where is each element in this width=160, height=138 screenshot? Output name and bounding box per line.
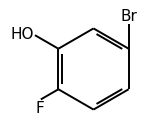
Text: F: F [35,101,44,116]
Text: Br: Br [120,9,137,24]
Text: HO: HO [10,27,34,42]
